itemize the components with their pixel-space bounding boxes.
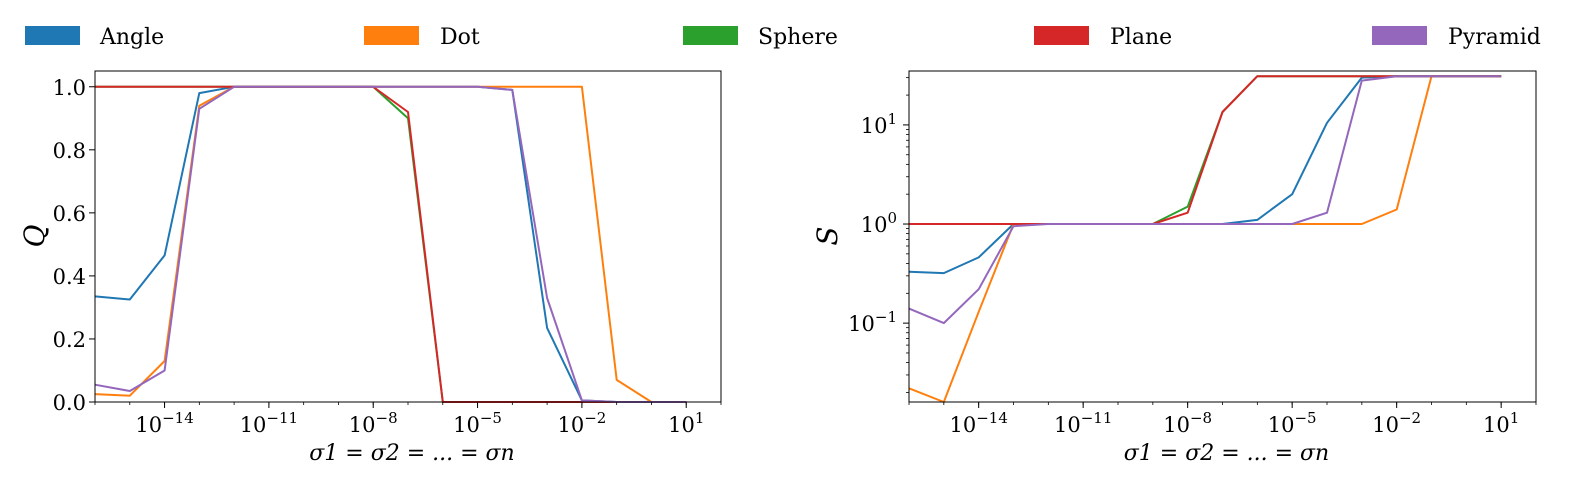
x-tick-label-exp: −8 bbox=[1190, 409, 1212, 427]
y-tick-label: 0.8 bbox=[53, 139, 86, 163]
legend-label-sphere: Sphere bbox=[758, 25, 838, 50]
x-tick-label-exp: −14 bbox=[976, 409, 1008, 427]
y-tick-label: 100 bbox=[861, 209, 897, 237]
legend-swatch-sphere bbox=[683, 26, 738, 45]
x-tick-label: 10−5 bbox=[453, 409, 502, 437]
y-tick-label: 0.0 bbox=[53, 391, 86, 415]
x-tick-label: 10−2 bbox=[1372, 409, 1421, 437]
legend-swatch-plane bbox=[1034, 26, 1089, 45]
x-axis-label: σ1 = σ2 = ... = σn bbox=[1124, 441, 1329, 466]
x-tick-label-exp: −11 bbox=[1081, 409, 1113, 427]
y-tick-label-exp: −1 bbox=[875, 308, 897, 326]
y-tick-label: 0.2 bbox=[53, 328, 86, 352]
x-tick-label-base: 10 bbox=[668, 413, 695, 437]
legend-label-pyramid: Pyramid bbox=[1448, 25, 1541, 50]
legend: Angle Dot Sphere Plane Pyramid bbox=[25, 25, 1541, 50]
x-tick-label-exp: 1 bbox=[695, 409, 705, 427]
y-tick-label: 10−1 bbox=[848, 308, 897, 336]
x-tick-label: 101 bbox=[668, 409, 704, 437]
series-line-dot bbox=[94, 85, 687, 403]
x-tick-label: 10−8 bbox=[349, 409, 398, 437]
x-tick-label-base: 10 bbox=[240, 413, 267, 437]
x-tick-label-base: 10 bbox=[1054, 413, 1081, 437]
x-tick-label-exp: −8 bbox=[376, 409, 398, 427]
legend-label-angle: Angle bbox=[99, 25, 164, 50]
y-tick-label-base: 10 bbox=[848, 312, 875, 336]
x-tick-label-exp: −5 bbox=[480, 409, 502, 427]
x-tick-label-base: 10 bbox=[135, 413, 162, 437]
series-line-pyramid bbox=[94, 85, 687, 403]
series-line-angle bbox=[908, 75, 1502, 275]
x-tick-label-exp: −14 bbox=[162, 409, 194, 427]
x-tick-label-exp: 1 bbox=[1510, 409, 1520, 427]
series-line-sphere bbox=[95, 85, 687, 403]
y-axis-label: S bbox=[811, 226, 844, 245]
x-tick-label-base: 10 bbox=[1483, 413, 1510, 437]
x-tick-label: 10−14 bbox=[135, 409, 193, 437]
x-tick-label-exp: −2 bbox=[1399, 409, 1421, 427]
x-tick-label: 10−5 bbox=[1268, 409, 1317, 437]
series-lines bbox=[94, 85, 687, 403]
x-tick-label-exp: −11 bbox=[266, 409, 298, 427]
series-lines bbox=[908, 75, 1502, 403]
chart-panel-1: 10−14 10−11 10−8 10−5 10−2 1010.00.20.40.60.8… bbox=[18, 70, 722, 466]
x-tick-label: 10−11 bbox=[240, 409, 298, 437]
x-axis-label: σ1 = σ2 = ... = σn bbox=[309, 441, 514, 466]
legend-swatch-pyramid bbox=[1372, 26, 1427, 45]
plot-frame bbox=[908, 70, 1537, 403]
y-tick-label: 101 bbox=[861, 110, 897, 138]
x-tick-label-base: 10 bbox=[1268, 413, 1295, 437]
x-tick-label-base: 10 bbox=[453, 413, 480, 437]
y-axis-label: Q bbox=[18, 224, 51, 247]
series-line-plane bbox=[95, 85, 687, 403]
x-tick-label: 10−14 bbox=[949, 409, 1007, 437]
y-tick-label: 0.6 bbox=[53, 202, 86, 226]
series-line-pyramid bbox=[908, 75, 1502, 325]
x-tick-label: 101 bbox=[1483, 409, 1519, 437]
y-tick-label: 0.4 bbox=[53, 265, 86, 289]
legend-swatch-dot bbox=[364, 26, 419, 45]
x-tick-label-base: 10 bbox=[949, 413, 976, 437]
legend-label-plane: Plane bbox=[1110, 25, 1172, 50]
x-tick-label: 10−11 bbox=[1054, 409, 1112, 437]
y-tick-label-exp: 1 bbox=[887, 110, 897, 128]
y-tick-label: 1.0 bbox=[53, 76, 86, 100]
y-tick-label-exp: 0 bbox=[887, 209, 897, 227]
legend-swatch-angle bbox=[25, 26, 80, 45]
x-tick-label: 10−8 bbox=[1163, 409, 1212, 437]
x-tick-label: 10−2 bbox=[557, 409, 606, 437]
x-tick-label-base: 10 bbox=[1372, 413, 1399, 437]
x-tick-label-base: 10 bbox=[557, 413, 584, 437]
x-tick-label-base: 10 bbox=[349, 413, 376, 437]
y-tick-label-base: 10 bbox=[861, 114, 888, 138]
x-tick-label-base: 10 bbox=[1163, 413, 1190, 437]
x-tick-label-exp: −5 bbox=[1294, 409, 1316, 427]
y-tick-label-base: 10 bbox=[861, 213, 888, 237]
x-tick-label-exp: −2 bbox=[584, 409, 606, 427]
legend-label-dot: Dot bbox=[440, 25, 480, 50]
series-line-angle bbox=[94, 85, 687, 403]
